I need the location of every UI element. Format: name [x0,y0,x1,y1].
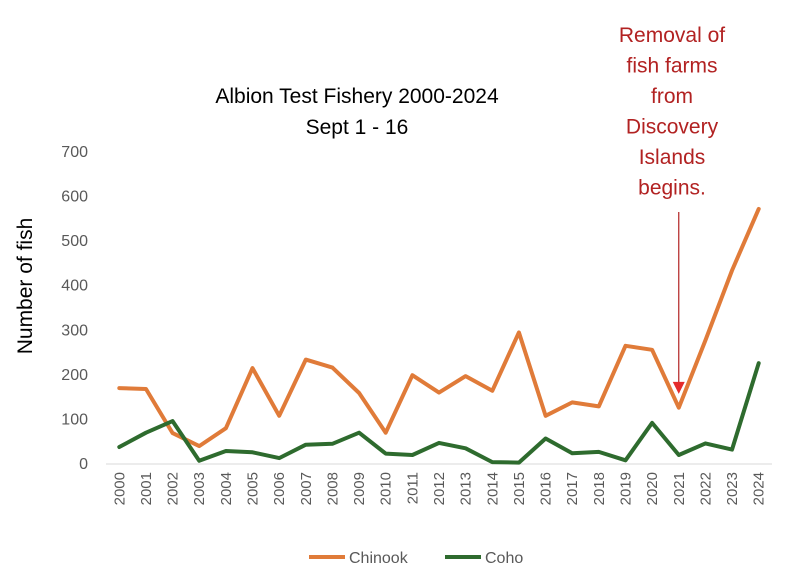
x-tick-label: 2021 [671,472,688,505]
x-tick-label: 2001 [138,472,155,505]
x-tick-label: 2016 [538,472,555,505]
x-tick-label: 2004 [218,472,235,505]
chart-title: Albion Test Fishery 2000-2024 [215,85,499,108]
y-tick-label: 300 [61,322,88,339]
x-tick-label: 2020 [644,472,661,505]
y-tick-label: 500 [61,233,88,250]
x-tick-label: 2014 [484,472,501,505]
y-tick-label: 0 [79,456,88,473]
x-tick-label: 2008 [324,472,341,505]
x-tick-label: 2003 [191,472,208,505]
x-tick-label: 2019 [617,472,634,505]
x-tick-label: 2005 [245,472,262,505]
series-line-coho [117,361,761,465]
x-tick-label: 2018 [591,472,608,505]
x-tick-label: 2009 [351,472,368,505]
x-tick-label: 2011 [404,472,421,504]
annotation-line: Islands [639,146,706,169]
chart-subtitle: Sept 1 - 16 [306,116,409,139]
x-axis-ticks: 2000 2001 2002 2003 2004 2005 2006 2007 2008 2009… [111,472,767,505]
y-axis-ticks: 0 100 200 300 400 500 600 700 [61,144,88,473]
annotation-line: fish farms [626,55,717,78]
annotation: Removal of fish farms from Discovery Islands… [619,24,725,394]
x-tick-label: 2023 [724,472,741,505]
x-tick-label: 2017 [564,472,581,505]
legend-label-chinook: Chinook [349,550,409,567]
annotation-line: from [651,85,693,108]
annotation-line: Discovery [626,116,719,139]
y-tick-label: 200 [61,367,88,384]
y-tick-label: 400 [61,278,88,295]
series-line-chinook [117,206,761,449]
annotation-arrow-head [672,381,685,394]
x-tick-label: 2000 [111,472,128,505]
legend-label-coho: Coho [485,550,523,567]
y-axis-label: Number of fish [14,218,37,355]
x-tick-label: 2013 [458,472,475,505]
x-tick-label: 2022 [697,472,714,505]
x-tick-label: 2002 [165,472,182,505]
legend: Chinook Coho [309,550,523,567]
x-tick-label: 2006 [271,472,288,505]
y-tick-label: 100 [61,411,88,428]
y-tick-label: 700 [61,144,88,161]
x-tick-label: 2012 [431,472,448,505]
annotation-line: begins. [638,177,706,200]
y-tick-label: 600 [61,189,88,206]
series-lines [117,206,761,465]
x-tick-label: 2007 [298,472,315,505]
annotation-line: Removal of [619,24,725,47]
x-tick-label: 2015 [511,472,528,505]
x-tick-label: 2010 [378,472,395,505]
x-tick-label: 2024 [751,472,768,505]
